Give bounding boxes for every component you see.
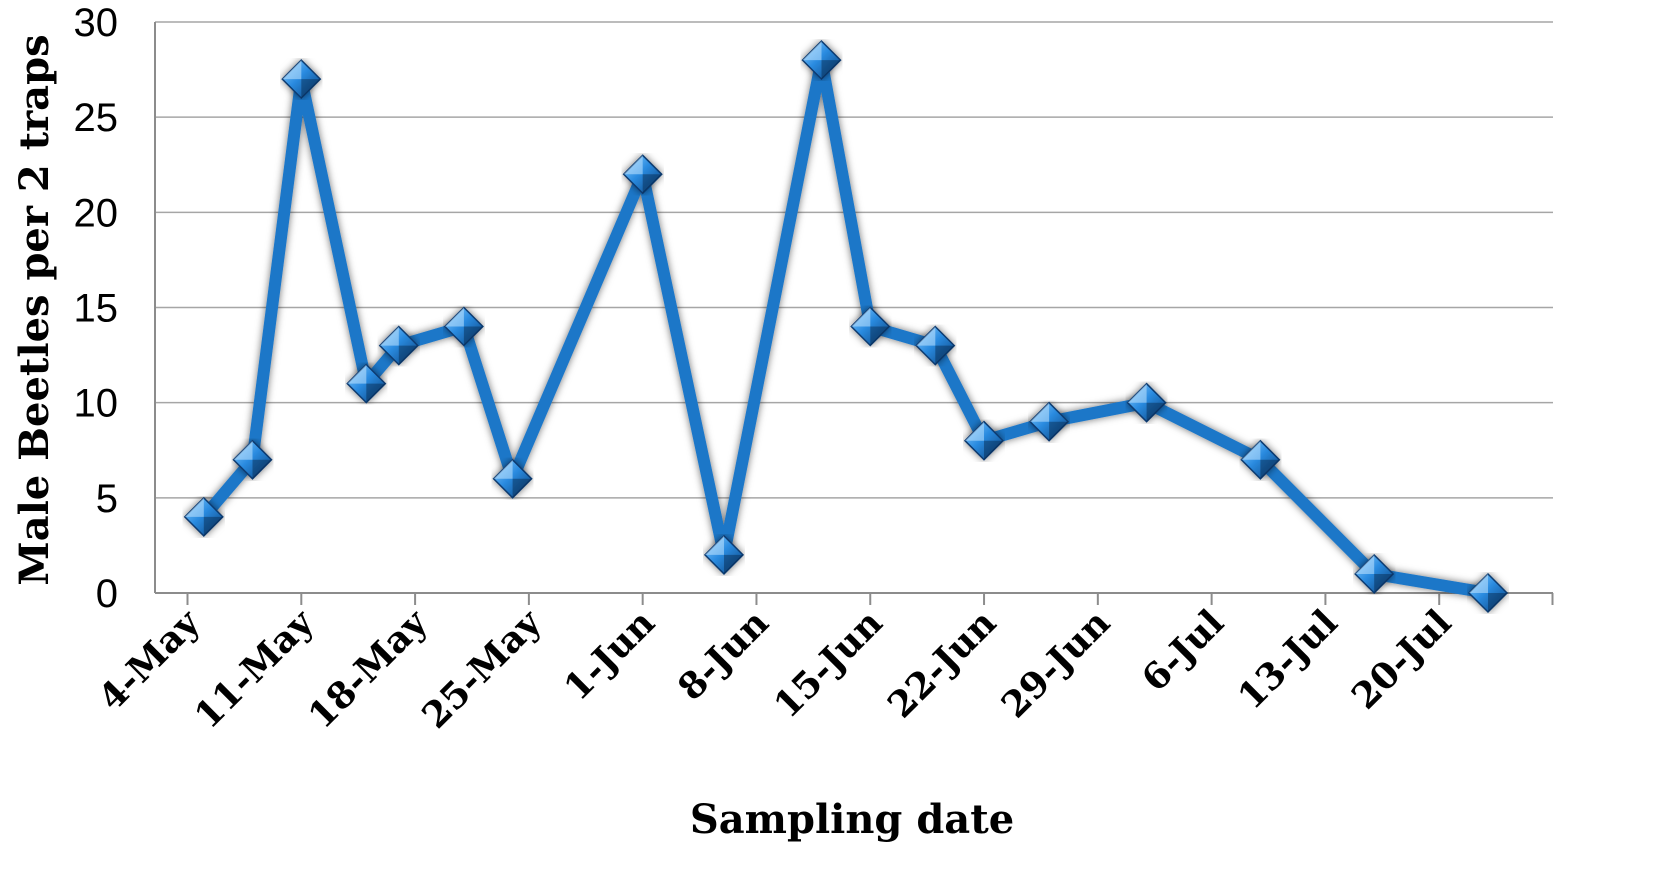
x-tick-label: 13-Jul: [1230, 602, 1346, 718]
x-tick-label: 1-Jun: [556, 602, 663, 709]
series-line: [197, 54, 1494, 599]
axes: [154, 22, 1554, 605]
x-tick-label: 29-Jun: [993, 602, 1118, 727]
data-point: [622, 154, 663, 195]
data-point: [1029, 401, 1070, 442]
data-point: [346, 363, 387, 404]
data-point: [1240, 439, 1281, 480]
x-tick-label: 8-Jun: [670, 602, 777, 709]
y-tick-label: 0: [96, 572, 118, 616]
x-tick-label: 18-May: [300, 601, 436, 737]
data-point: [183, 496, 224, 537]
grid: [155, 21, 1553, 499]
y-tick-label: 25: [74, 96, 119, 140]
data-point: [492, 458, 533, 499]
x-tick-label: 6-Jul: [1134, 602, 1232, 700]
y-tick-labels: 0 5 10 15 20 25 30: [74, 1, 119, 616]
y-tick-label: 10: [74, 382, 119, 426]
x-tick-label: 11-May: [187, 601, 323, 737]
x-axis-title: Sampling date: [690, 796, 1014, 843]
data-point: [281, 59, 322, 100]
data-point: [703, 534, 745, 575]
data-point: [1126, 382, 1167, 423]
data-point: [1354, 553, 1395, 595]
data-point: [801, 40, 842, 81]
series: [183, 40, 1509, 614]
data-point: [232, 439, 273, 480]
x-tick-label: 22-Jun: [880, 602, 1005, 727]
x-tick-label: 25-May: [414, 601, 550, 737]
y-tick-label: 30: [74, 1, 119, 45]
data-point: [963, 420, 1005, 461]
data-point: [850, 306, 891, 347]
data-point: [915, 325, 956, 366]
y-tick-label: 5: [96, 477, 118, 521]
y-tick-label: 20: [74, 191, 119, 235]
y-axis-title: Male Beetles per 2 traps: [11, 34, 58, 585]
y-tick-label: 15: [74, 287, 119, 331]
data-point: [443, 306, 484, 347]
data-point: [1467, 572, 1509, 614]
data-point: [378, 325, 419, 366]
x-tick-label: 15-Jun: [766, 602, 891, 727]
x-tick-label: 20-Jul: [1344, 602, 1460, 718]
